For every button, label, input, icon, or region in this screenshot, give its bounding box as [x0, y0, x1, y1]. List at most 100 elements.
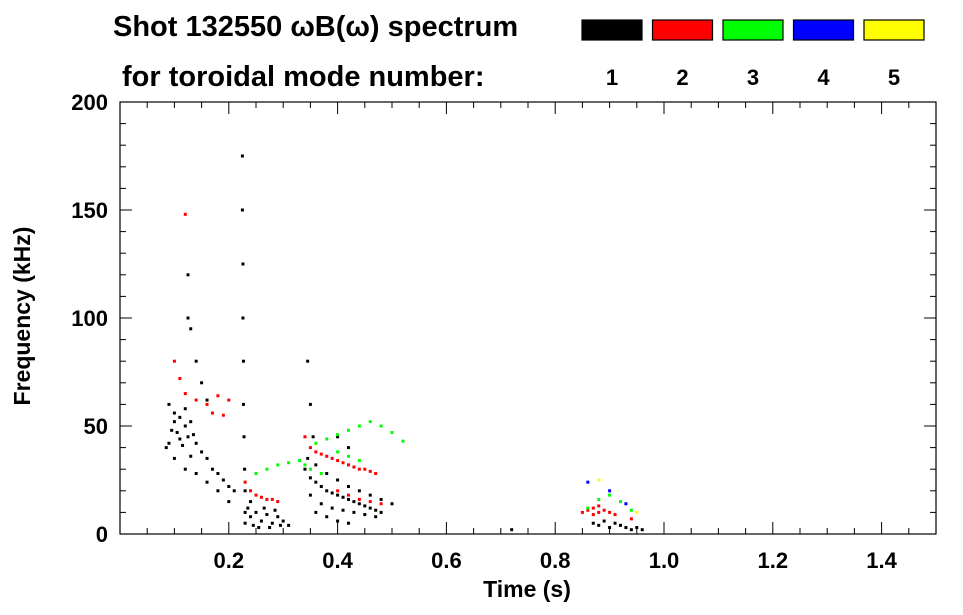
data-point	[172, 359, 176, 363]
data-point	[189, 420, 193, 424]
data-point	[183, 467, 187, 471]
y-tick-label: 100	[71, 306, 108, 331]
data-point	[262, 506, 266, 510]
data-point	[303, 467, 307, 471]
data-point	[586, 508, 590, 512]
data-point	[270, 521, 274, 525]
data-point	[243, 510, 247, 514]
data-point	[357, 424, 361, 428]
data-point	[330, 456, 334, 460]
data-point	[167, 441, 171, 445]
x-tick-label: 0.8	[540, 548, 571, 573]
data-point	[249, 489, 253, 493]
data-point	[352, 465, 356, 469]
data-point	[270, 497, 274, 501]
y-tick-label: 200	[71, 90, 108, 115]
plot-frame	[119, 101, 937, 535]
data-point	[178, 415, 182, 419]
legend-label-5: 5	[888, 65, 900, 90]
data-point	[597, 497, 601, 501]
data-point	[368, 493, 372, 497]
data-point	[597, 478, 601, 482]
series-mode-1	[164, 154, 644, 532]
data-point	[401, 439, 405, 443]
data-point	[624, 502, 628, 506]
data-point	[276, 500, 280, 504]
data-point	[608, 493, 612, 497]
y-axis-label: Frequency (kHz)	[9, 227, 35, 406]
data-point	[200, 381, 204, 385]
data-point	[374, 472, 378, 476]
data-point	[257, 526, 261, 530]
data-point	[363, 513, 367, 517]
data-point	[265, 497, 269, 501]
data-point	[336, 478, 340, 482]
data-point	[254, 510, 258, 514]
x-tick-label: 1.0	[649, 548, 680, 573]
data-point	[591, 506, 595, 510]
data-point	[276, 515, 280, 519]
data-point	[246, 506, 250, 510]
data-point	[368, 506, 372, 510]
data-point	[341, 495, 345, 499]
data-point	[194, 441, 198, 445]
chart-subtitle: for toroidal mode number:	[122, 61, 485, 93]
x-tick-label: 1.4	[866, 548, 897, 573]
data-point	[241, 262, 245, 266]
data-point	[357, 497, 361, 501]
data-point	[268, 526, 272, 530]
data-point	[357, 459, 361, 463]
data-point	[308, 402, 312, 406]
data-point	[314, 441, 318, 445]
data-point	[319, 452, 323, 456]
data-point	[357, 467, 361, 471]
data-point	[346, 446, 350, 450]
data-point	[216, 489, 220, 493]
data-point	[242, 435, 246, 439]
data-point	[336, 493, 340, 497]
data-point	[170, 428, 174, 432]
data-point	[216, 472, 220, 476]
data-point	[346, 484, 350, 488]
data-point	[319, 502, 323, 506]
data-point	[341, 508, 345, 512]
data-point	[210, 411, 214, 415]
legend: 1 2 3 4 5	[581, 19, 925, 90]
data-point	[314, 450, 318, 454]
series-mode-4	[586, 480, 628, 506]
data-point	[276, 463, 280, 467]
data-point	[336, 489, 340, 493]
data-point	[591, 521, 595, 525]
data-point	[172, 411, 176, 415]
data-point	[186, 316, 190, 320]
legend-label-2: 2	[676, 65, 688, 90]
data-point	[189, 327, 193, 331]
data-point	[186, 273, 190, 277]
data-point	[346, 497, 350, 501]
axis-ticks: 0.2 0.4 0.6 0.8 1.0 1.2 1.4 0 50 100 150 200	[71, 90, 936, 573]
data-point	[368, 420, 372, 424]
data-point	[390, 502, 394, 506]
data-point	[346, 454, 350, 458]
data-point	[243, 480, 247, 484]
data-point	[311, 435, 315, 439]
data-point	[336, 433, 340, 437]
data-point	[613, 521, 617, 525]
data-point	[597, 504, 601, 508]
data-point	[336, 435, 340, 439]
data-point	[265, 513, 269, 517]
data-point	[243, 521, 247, 525]
data-point	[172, 420, 176, 424]
data-point	[319, 472, 323, 476]
data-point	[240, 208, 244, 212]
data-point	[319, 484, 323, 488]
data-point	[254, 472, 258, 476]
data-point	[346, 428, 350, 432]
data-point	[194, 472, 198, 476]
data-point	[265, 467, 269, 471]
data-point	[379, 497, 383, 501]
legend-swatch-4	[792, 19, 855, 41]
data-point	[346, 493, 350, 497]
data-point	[287, 523, 291, 527]
